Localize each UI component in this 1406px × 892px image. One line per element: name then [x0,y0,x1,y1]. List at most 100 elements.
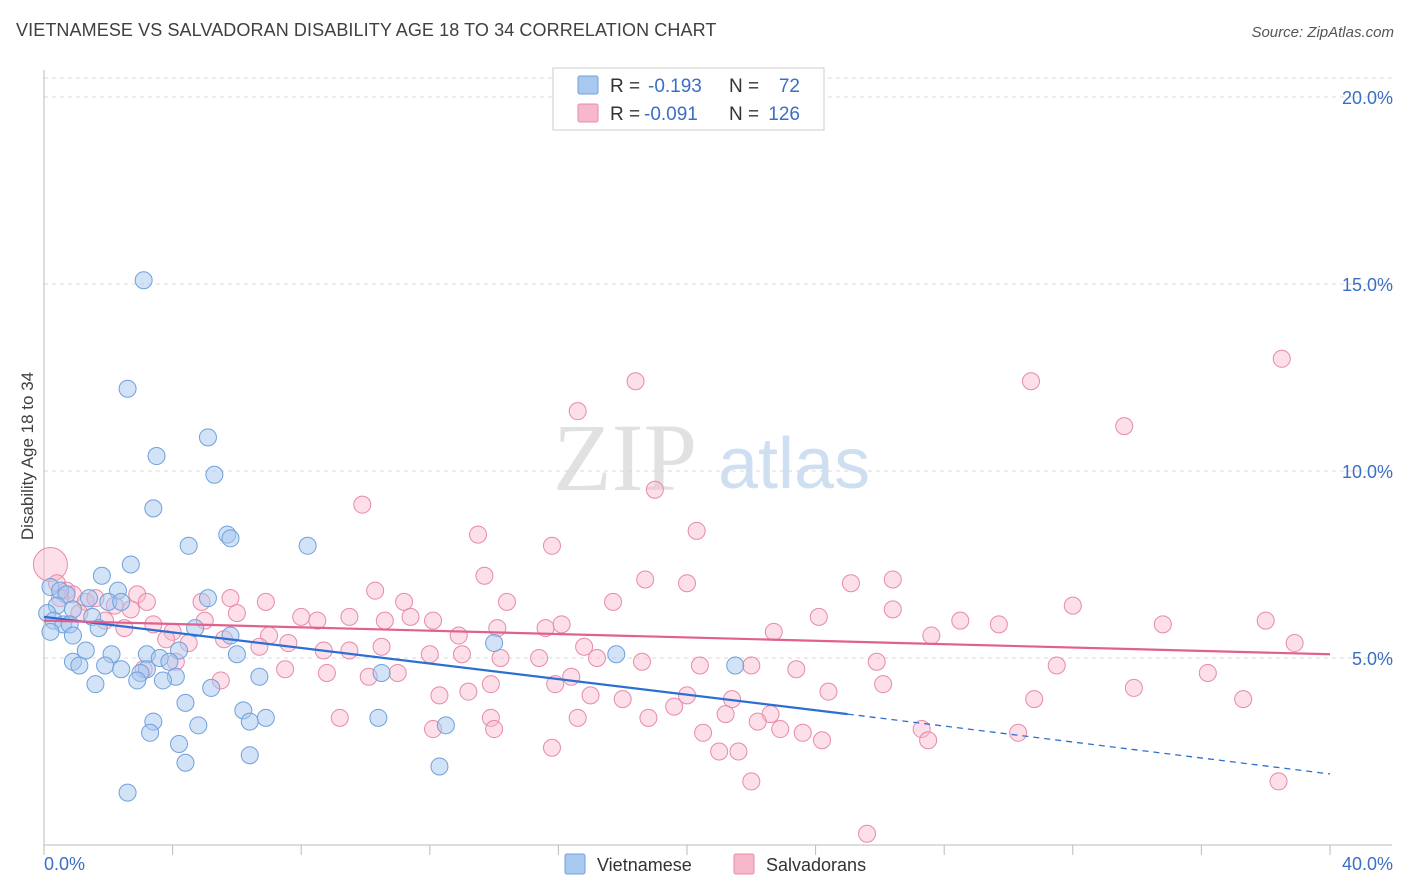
salvadoran-point [922,626,941,645]
salvadoran-point [137,592,156,611]
salvadoran-point [452,645,471,664]
salvadoran-point [819,682,838,701]
salvadoran-point [678,574,696,593]
salvadoran-point [764,622,783,641]
salvadoran-point [1115,417,1134,436]
salvadoran-point [575,637,594,656]
vietnamese-point [372,663,391,682]
salvadoran-point [330,708,349,727]
salvadoran-point [787,660,806,679]
salvadoran-point [340,607,359,626]
salvadoran-point [250,637,269,656]
vietnamese-point [70,656,89,675]
salvadoran-point [867,652,886,671]
vietnamese-point [189,716,208,735]
salvadoran-point [874,675,893,694]
vietnamese-point [485,634,504,653]
vietnamese-point [41,622,60,641]
salvadoran-point [568,402,587,421]
vietnamese-point [112,592,131,611]
salvadoran-point [395,592,414,611]
vietnamese-point [369,708,388,727]
salvadoran-point [256,592,275,611]
salvadoran-point [317,663,336,682]
salvadoran-point [562,667,581,686]
legend-n-value-vietnamese: 72 [779,76,800,97]
salvadoran-point [587,649,606,667]
legend-n-label-salvadorans: N = [729,104,759,125]
salvadoran-point [694,723,713,742]
vietnamese-point [121,555,140,574]
salvadoran-point [276,660,295,679]
vietnamese-point [144,499,163,518]
salvadoran-point [542,536,561,555]
legend-n-label-vietnamese: N = [729,76,759,97]
vietnamese-point [227,645,246,664]
vietnamese-point [141,723,160,742]
legend-swatch-vietnamese [577,75,599,95]
vietnamese-point [221,529,240,548]
vietnamese-point [134,271,153,290]
salvadoran-point [481,675,500,694]
trend-lines [43,615,1331,775]
chart-title: VIETNAMESE VS SALVADORAN DISABILITY AGE … [16,20,717,40]
vietnamese-point [179,536,198,555]
vietnamese-point [63,626,82,645]
salvadoran-point [372,637,391,656]
salvadoran-point [1025,690,1044,709]
axes [43,70,1392,855]
series-legend: Vietnamese Salvadorans [564,853,866,875]
salvadoran-point [430,686,449,705]
vietnamese-point [147,447,166,466]
legend-r-label-vietnamese: R = [610,76,640,97]
vietnamese-point [221,626,240,645]
salvadoran-point [1153,615,1172,634]
salvadoran-point [388,663,407,682]
salvadoran-point [626,372,645,391]
vietnamese-point [160,652,179,671]
legend-n-value-salvadorans: 126 [768,104,800,125]
salvadoran-point [530,649,549,667]
y-axis-label: Disability Age 18 to 34 [18,372,37,540]
salvadoran-point [912,720,931,739]
salvadoran-point [568,708,587,727]
salvadoran-point [581,686,600,705]
salvadoran-point [809,607,828,626]
series-legend-swatch-salvadorans [733,853,755,875]
vietnamese-point [63,600,82,619]
y-tick-label: 5.0% [1352,649,1393,669]
vietnamese-point [96,656,115,675]
series-legend-label-salvadorans: Salvadorans [766,855,866,875]
vietnamese-point [153,671,172,690]
salvadoran-point [645,480,664,499]
vietnamese-point [430,757,449,776]
salvadoran-trend-line [43,619,1331,656]
salvadoran-point [604,592,623,611]
y-tick-label: 15.0% [1342,275,1393,295]
vietnamese-point [205,465,224,484]
salvadoran-point [475,566,494,585]
salvadoran-point [485,720,504,739]
salvadoran-point [813,731,832,750]
vietnamese-point [176,693,195,712]
legend-swatch-salvadorans [577,103,599,123]
vietnamese-trend-line [43,615,848,716]
vietnamese-point [198,589,217,608]
vietnamese-point [118,783,137,802]
salvadoran-point [636,570,655,589]
salvadoran-point [542,738,561,757]
legend-r-value-salvadorans: -0.091 [644,104,698,125]
salvadoran-point [729,742,748,761]
vietnamese-point [176,753,195,772]
vietnamese-point [118,379,137,398]
salvadoran-point [308,611,327,630]
stats-legend: R = -0.193 N = 72 R = -0.091 N = 126 [552,67,825,131]
salvadoran-point [128,585,147,604]
vietnamese-point [256,708,275,727]
salvadoran-point [665,697,684,716]
salvadoran-point [716,705,735,724]
salvadoran-point [366,581,385,600]
salvadoran-point [424,611,443,630]
salvadoran-point [639,708,658,727]
vietnamese-point [92,566,111,585]
